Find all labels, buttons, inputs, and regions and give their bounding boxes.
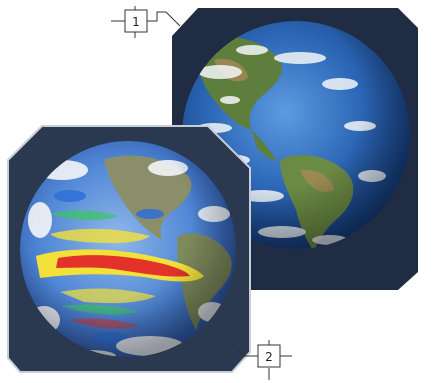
- callout-2-label: 2: [265, 350, 273, 364]
- sea-temperature-panel: [7, 125, 251, 373]
- callout-2: 2: [227, 339, 292, 380]
- callout-1-leader: [147, 11, 181, 27]
- callout-1: 1: [111, 6, 181, 38]
- callout-2-box: [257, 344, 281, 368]
- callout-2-leader: [227, 339, 258, 357]
- callout-1-label: 1: [132, 15, 140, 29]
